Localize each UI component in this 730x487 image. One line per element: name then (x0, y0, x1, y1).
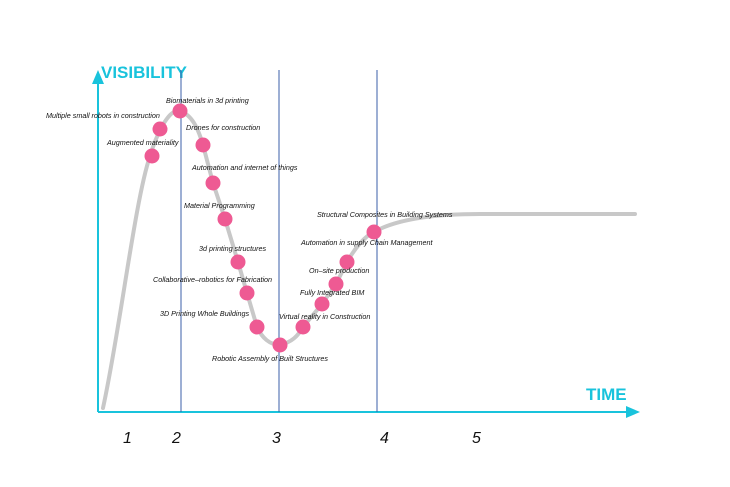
label-robotic-assembly: Robotic Assembly of Built Structures (212, 354, 328, 363)
marker-on-site-production (328, 276, 344, 292)
label-biomaterials: Biomaterials in 3d printing (166, 96, 249, 105)
label-fully-integrated-bim: Fully Integrated BIM (300, 288, 364, 297)
marker-fully-integrated-bim (314, 296, 330, 312)
marker-3d-printing-whole-buildings (249, 319, 265, 335)
label-structural-composites: Structural Composites in Building System… (317, 210, 453, 219)
marker-biomaterials (172, 103, 188, 119)
marker-automation-supply-chain (339, 254, 355, 270)
marker-3d-printing-structures (230, 254, 246, 270)
label-on-site-production: On–site production (309, 266, 369, 275)
y-axis-arrowhead (92, 70, 104, 84)
phase-number: 5 (472, 430, 481, 447)
marker-material-programming (217, 211, 233, 227)
marker-multiple-small-robots (152, 121, 168, 137)
label-collaborative-robotics: Collaborative–robotics for Fabrication (153, 275, 272, 284)
marker-structural-composites (366, 224, 382, 240)
label-drones: Drones for construction (186, 123, 260, 132)
x-axis-title: TIME (586, 385, 627, 404)
marker-robotic-assembly (272, 337, 288, 353)
label-multiple-small-robots: Multiple small robots in construction (46, 111, 160, 120)
marker-drones (195, 137, 211, 153)
label-virtual-reality: Virtual reality in Construction (279, 312, 370, 321)
hype-curve (101, 108, 637, 410)
label-3d-printing-structures: 3d printing structures (199, 244, 267, 253)
phase-number: 3 (272, 430, 281, 447)
label-3d-printing-whole-buildings: 3D Printing Whole Buildings (160, 309, 249, 318)
marker-collaborative-robotics (239, 285, 255, 301)
phase-number: 1 (123, 430, 132, 447)
phase-number: 2 (171, 430, 181, 447)
label-automation-iot: Automation and internet of things (191, 163, 298, 172)
y-axis-title: VISIBILITY (101, 63, 188, 82)
label-automation-supply-chain: Automation in supply Chain Management (300, 238, 433, 247)
technology-markers (144, 103, 382, 353)
label-material-programming: Material Programming (184, 201, 255, 210)
marker-augmented-materiality (144, 148, 160, 164)
x-axis-arrowhead (626, 406, 640, 418)
marker-automation-iot (205, 175, 221, 191)
marker-virtual-reality (295, 319, 311, 335)
label-augmented-materiality: Augmented materiality (106, 138, 179, 147)
phase-number: 4 (380, 430, 389, 447)
